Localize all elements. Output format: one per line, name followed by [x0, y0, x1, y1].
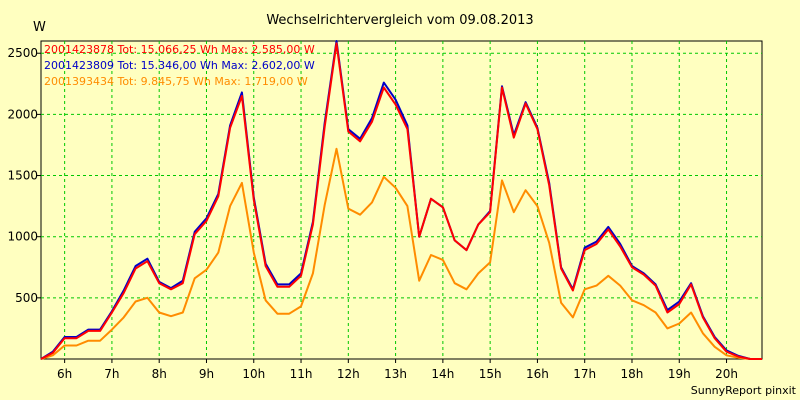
y-tick-label: 2500 [7, 46, 38, 60]
series-line-2001393434 [40, 147, 762, 360]
series-line-2001423809 [40, 40, 762, 360]
x-tick-label: 17h [573, 367, 596, 381]
x-tick-label: 11h [290, 367, 313, 381]
x-tick-label: 9h [199, 367, 214, 381]
legend-entry-1: 2001423878 Tot: 15.066,25 Wh Max: 2.585,… [44, 43, 315, 56]
x-tick-label: 16h [526, 367, 549, 381]
legend-entry-3: 2001393434 Tot: 9.845,75 Wh Max: 1.719,0… [44, 75, 308, 88]
x-tick-label: 15h [479, 367, 502, 381]
x-tick-label: 19h [668, 367, 691, 381]
x-tick-label: 6h [57, 367, 72, 381]
x-tick-label: 8h [152, 367, 167, 381]
series-lines [40, 40, 762, 360]
y-axis-ticks: 500 1000 1500 2000 2500 [7, 46, 41, 305]
x-tick-label: 14h [431, 367, 454, 381]
chart-title: Wechselrichtervergleich vom 09.08.2013 [266, 13, 533, 28]
grid-lines [41, 41, 762, 359]
y-tick-label: 2000 [7, 107, 38, 121]
y-tick-label: 500 [15, 291, 38, 305]
x-tick-label: 20h [715, 367, 738, 381]
x-tick-label: 7h [104, 367, 119, 381]
series-line-2001423878 [40, 42, 762, 360]
x-tick-label: 18h [621, 367, 644, 381]
x-axis-ticks: 6h 7h 8h 9h 10h 11h 12h 13h 14h 15h 16h 17h 18h 19h 20… [57, 359, 738, 381]
credit-label: SunnyReport pinxit [691, 384, 797, 397]
y-tick-label: 1000 [7, 230, 38, 244]
legend-entry-2: 2001423809 Tot: 15.346,00 Wh Max: 2.602,… [44, 59, 315, 72]
legend: 2001423878 Tot: 15.066,25 Wh Max: 2.585,… [44, 43, 315, 88]
x-tick-label: 13h [384, 367, 407, 381]
x-tick-label: 10h [242, 367, 265, 381]
x-tick-label: 12h [337, 367, 360, 381]
plot-area [40, 40, 763, 360]
y-axis-unit: W [33, 20, 46, 35]
y-tick-label: 1500 [7, 169, 38, 183]
